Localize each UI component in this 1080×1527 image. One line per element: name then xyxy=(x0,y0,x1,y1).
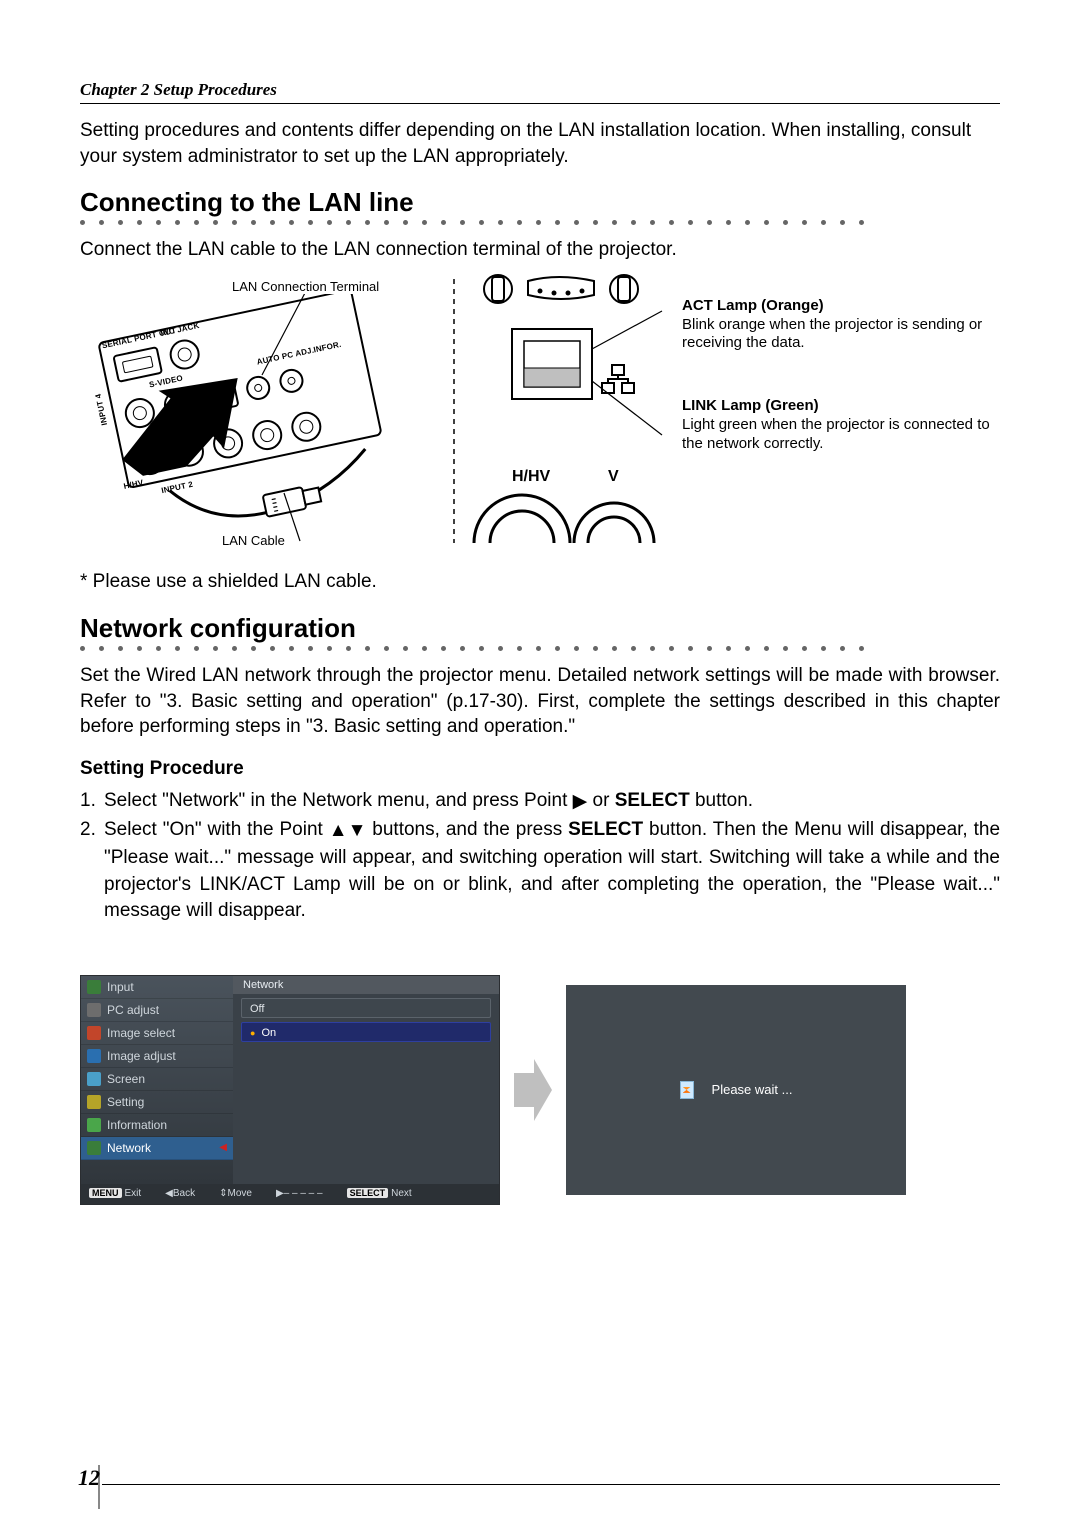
label-hhv: H/HV xyxy=(123,478,144,491)
setting-procedure-heading: Setting Procedure xyxy=(80,758,1000,780)
link-lamp-title: LINK Lamp (Green) xyxy=(682,397,819,414)
osd-menu-label: Information xyxy=(107,1118,167,1132)
triangle-down-icon: ▼ xyxy=(348,818,367,845)
shielded-note: * Please use a shielded LAN cable. xyxy=(80,571,1000,593)
osd-footer: MENUExit ◀Back ⇕Move ▶– – – – – SELECTNe… xyxy=(81,1184,499,1204)
footer-rule xyxy=(102,1484,1000,1485)
osd-menu-label: Network xyxy=(107,1141,151,1155)
v-port-icon xyxy=(289,409,325,445)
link-lamp-body: Light green when the projector is connec… xyxy=(682,416,990,452)
osd-menu-label: Image select xyxy=(107,1026,175,1040)
procedure-list: Select "Network" in the Network menu, an… xyxy=(80,788,1000,925)
osd-menu-icon xyxy=(87,1003,101,1017)
osd-menu-label: Input xyxy=(107,980,134,994)
osd-row: Input PC adjust Image select Image adjust Sc… xyxy=(80,975,1000,1205)
page-number: 12 xyxy=(78,1465,100,1491)
triangle-right-icon: ▶ xyxy=(573,789,588,816)
arrow-right-icon xyxy=(514,1055,552,1125)
figure-lamp-text: ACT Lamp (Orange) Blink orange when the … xyxy=(676,271,1000,561)
procedure-step-1: Select "Network" in the Network menu, an… xyxy=(80,788,1000,816)
act-lamp-title: ACT Lamp (Orange) xyxy=(682,297,824,314)
osd-menu-item-image-select[interactable]: Image select xyxy=(81,1022,233,1045)
osd-menu-label: Setting xyxy=(107,1095,144,1109)
osd-menu-icon xyxy=(87,1095,101,1109)
osd-menu-label: Image adjust xyxy=(107,1049,176,1063)
osd-menu-item-pc-adjust[interactable]: PC adjust xyxy=(81,999,233,1022)
hhv-label: H/HV xyxy=(512,468,551,485)
dotted-rule xyxy=(80,646,1000,651)
figure-closeup-panel: H/HV V xyxy=(448,271,668,561)
section-heading-connecting: Connecting to the LAN line xyxy=(80,187,1000,218)
osd-menu-icon xyxy=(87,1026,101,1040)
callout-cable-label: LAN Cable xyxy=(220,533,287,548)
dotted-rule xyxy=(80,220,1000,225)
osd-menu-icon xyxy=(87,1118,101,1132)
osd-option-off[interactable]: Off xyxy=(241,998,491,1018)
osd-menu-item-input[interactable]: Input xyxy=(81,976,233,999)
chapter-header: Chapter 2 Setup Procedures xyxy=(80,80,1000,104)
figure-row: SERIAL PORT OUT R/C JACK INPUT 4 S-VIDEO… xyxy=(80,271,1000,561)
osd-please-wait: Please wait ... xyxy=(566,985,906,1195)
osd-menu-item-network[interactable]: Network xyxy=(81,1137,233,1160)
section-heading-network: Network configuration xyxy=(80,613,1000,644)
please-wait-text: Please wait ... xyxy=(712,1082,793,1097)
act-lamp-body: Blink orange when the projector is sendi… xyxy=(682,316,982,352)
osd-menu-icon xyxy=(87,980,101,994)
figure-projector-ports: SERIAL PORT OUT R/C JACK INPUT 4 S-VIDEO… xyxy=(80,271,440,561)
osd-menu-icon xyxy=(87,1049,101,1063)
osd-menu-label: Screen xyxy=(107,1072,145,1086)
procedure-step-2: Select "On" with the Point ▲▼ buttons, a… xyxy=(80,817,1000,924)
network-body: Set the Wired LAN network through the pr… xyxy=(80,663,1000,740)
osd-option-on[interactable]: On xyxy=(241,1022,491,1042)
osd-panel-title: Network xyxy=(233,976,499,994)
osd-menu-icon xyxy=(87,1141,101,1155)
triangle-up-icon: ▲ xyxy=(329,818,348,845)
osd-menu-icon xyxy=(87,1072,101,1086)
connecting-body: Connect the LAN cable to the LAN connect… xyxy=(80,237,1000,263)
osd-menu-item-information[interactable]: Information xyxy=(81,1114,233,1137)
osd-main-menu: Input PC adjust Image select Image adjust Sc… xyxy=(80,975,500,1205)
v-label: V xyxy=(608,468,619,485)
intro-paragraph: Setting procedures and contents differ d… xyxy=(80,118,1000,169)
osd-menu-label: PC adjust xyxy=(107,1003,159,1017)
osd-menu-item-screen[interactable]: Screen xyxy=(81,1068,233,1091)
osd-menu-item-setting[interactable]: Setting xyxy=(81,1091,233,1114)
callout-terminal-label: LAN Connection Terminal xyxy=(230,279,381,294)
hourglass-icon xyxy=(680,1081,694,1099)
infor-port-icon xyxy=(277,367,305,395)
osd-menu-item-image-adjust[interactable]: Image adjust xyxy=(81,1045,233,1068)
